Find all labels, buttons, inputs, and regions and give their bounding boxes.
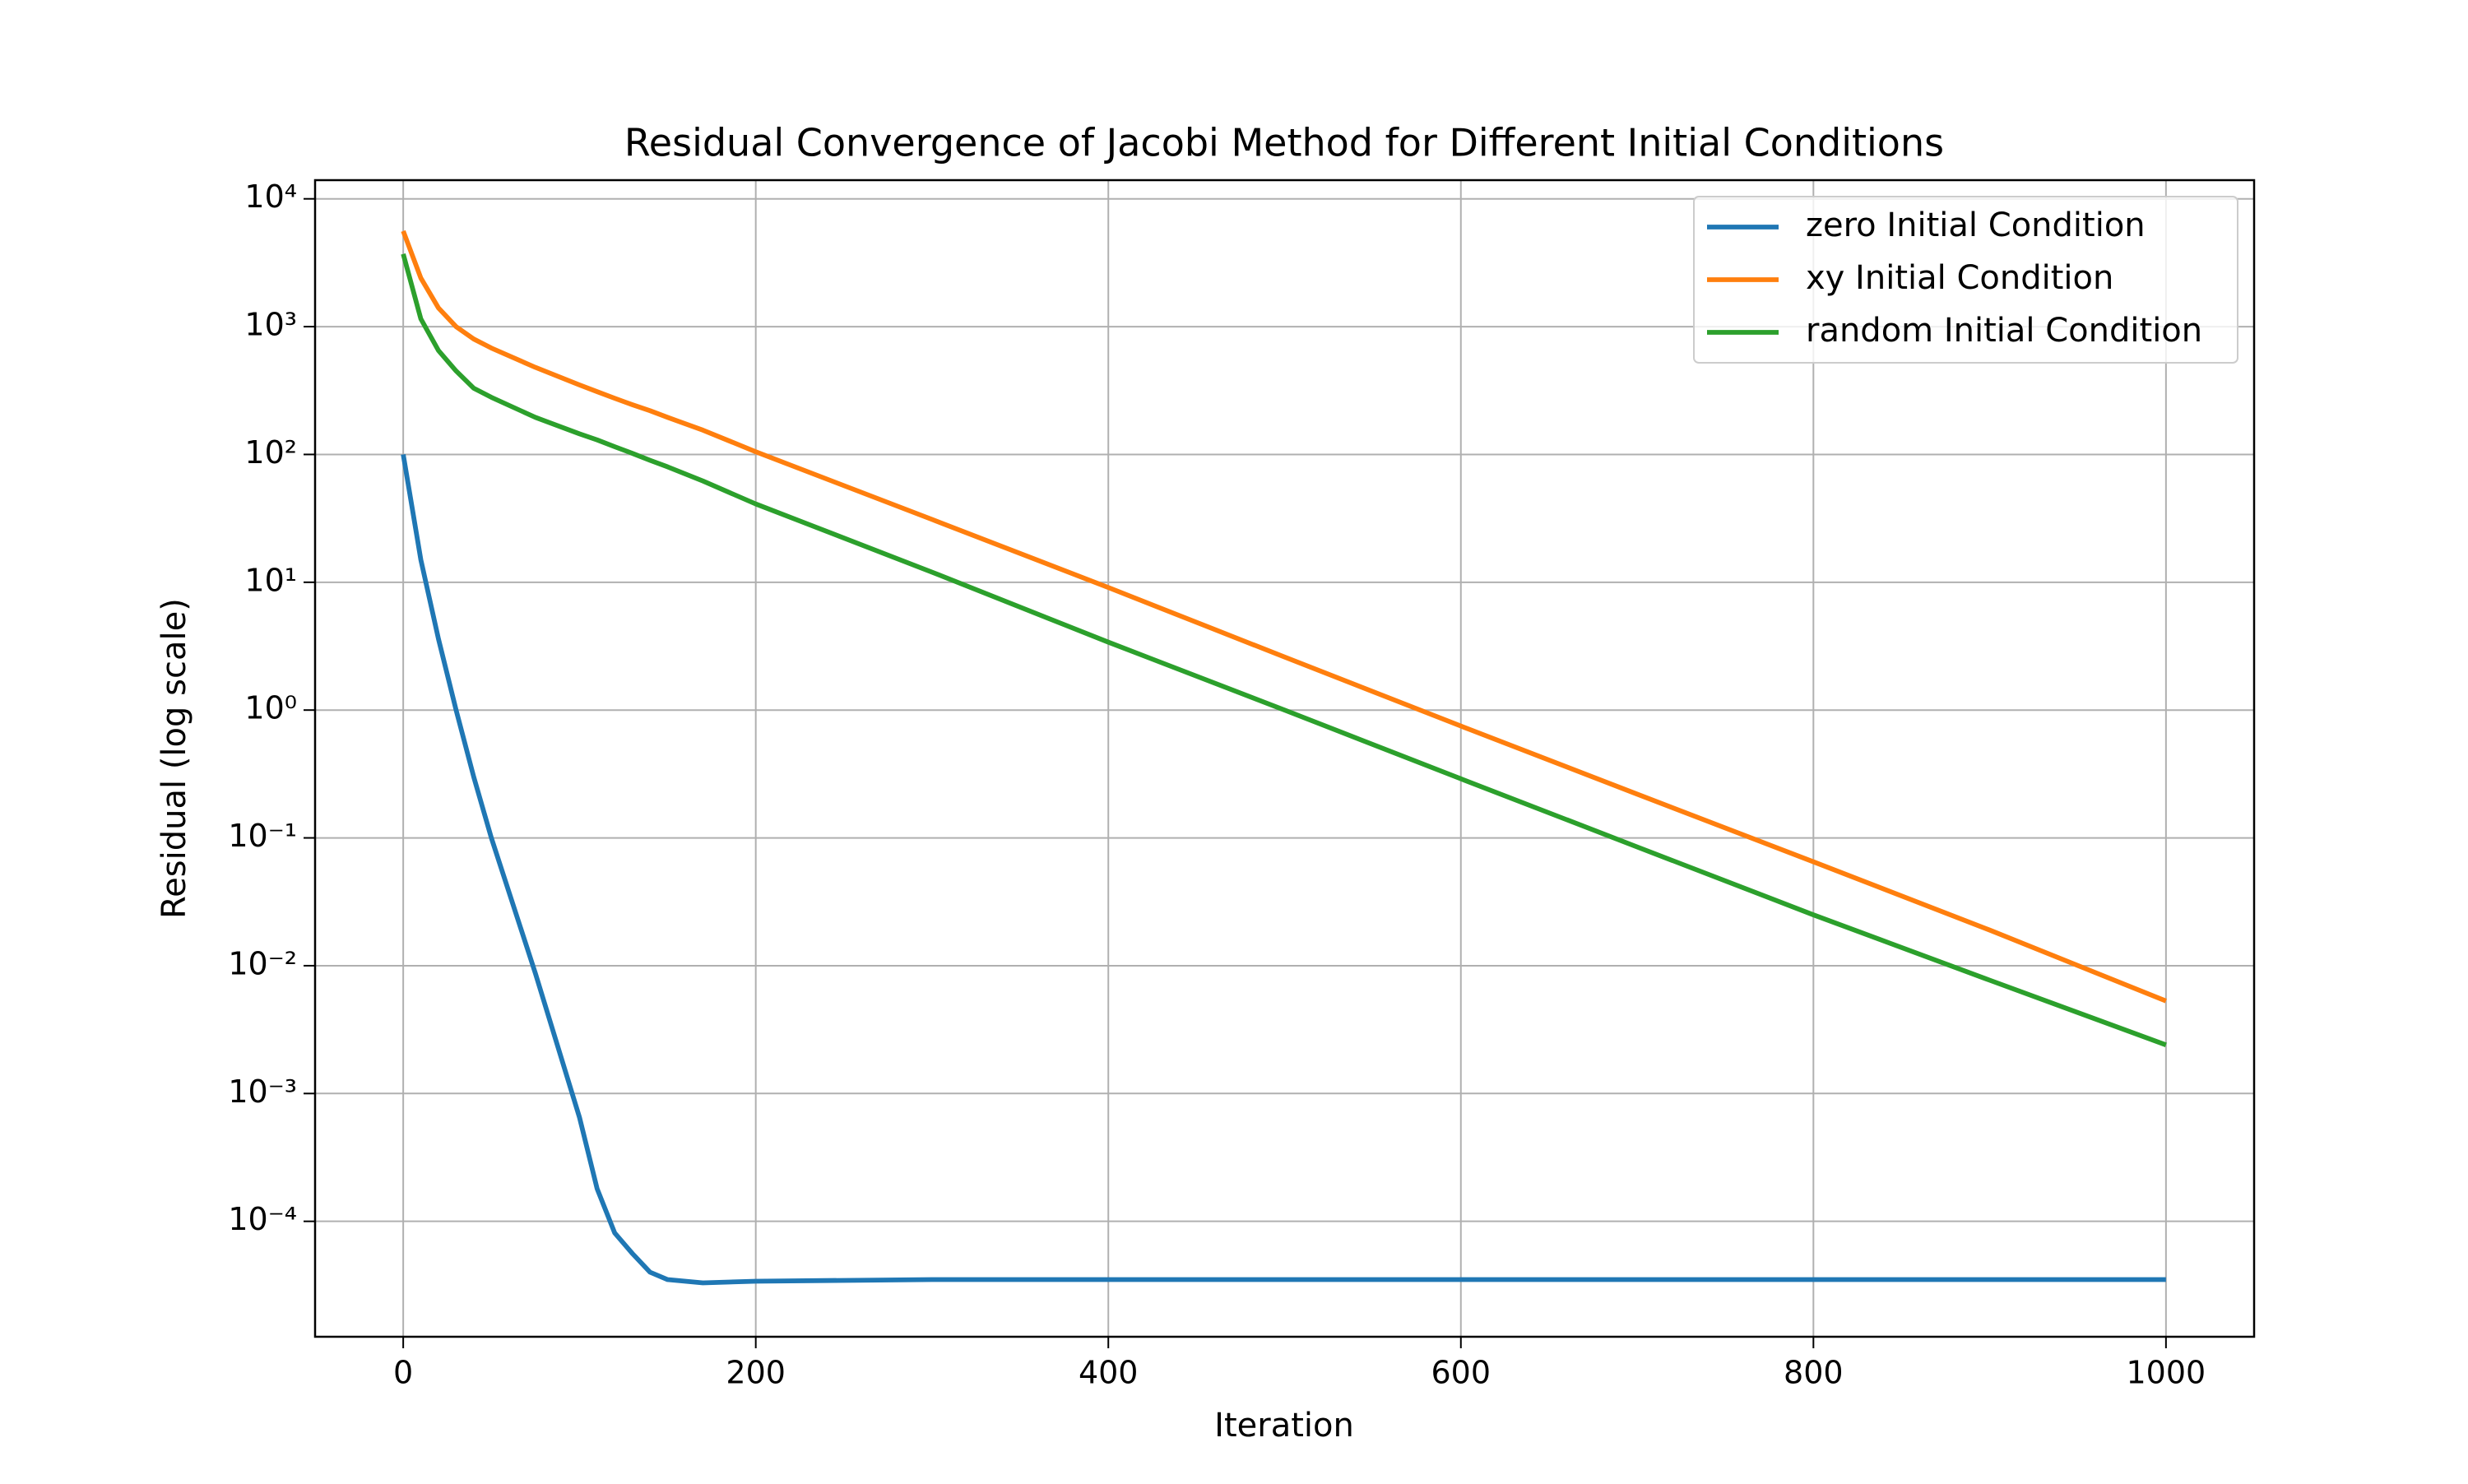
- y-tick-label: 10⁻⁴: [228, 1201, 297, 1237]
- y-axis-label: Residual (log scale): [155, 598, 193, 919]
- x-tick-label: 400: [1079, 1355, 1139, 1391]
- y-tick-label: 10⁴: [244, 179, 297, 215]
- x-tick-label: 200: [726, 1355, 786, 1391]
- x-tick-label: 600: [1431, 1355, 1491, 1391]
- legend-label: xy Initial Condition: [1806, 259, 2113, 297]
- x-tick-label: 1000: [2127, 1355, 2206, 1391]
- y-tick-label: 10¹: [244, 562, 297, 598]
- x-tick-label: 800: [1784, 1355, 1844, 1391]
- series-line: [401, 453, 2166, 1286]
- y-tick-label: 10⁻¹: [228, 818, 297, 854]
- series-line: [401, 253, 2167, 1047]
- y-tick-label: 10⁻³: [228, 1074, 297, 1110]
- plot-frame: [313, 179, 2256, 1338]
- legend-label: random Initial Condition: [1806, 312, 2202, 350]
- x-axis-label: Iteration: [1214, 1407, 1354, 1445]
- x-tick-label: 0: [393, 1355, 413, 1391]
- legend-box: [1693, 196, 2238, 364]
- y-tick-label: 10²: [244, 434, 297, 471]
- y-tick-label: 10³: [244, 307, 297, 343]
- chart-title: Residual Convergence of Jacobi Method fo…: [624, 121, 1944, 165]
- series-line: [401, 230, 2167, 1004]
- y-tick-label: 10⁻²: [228, 945, 297, 981]
- y-tick-label: 10⁰: [244, 690, 297, 726]
- legend-label: zero Initial Condition: [1806, 206, 2146, 244]
